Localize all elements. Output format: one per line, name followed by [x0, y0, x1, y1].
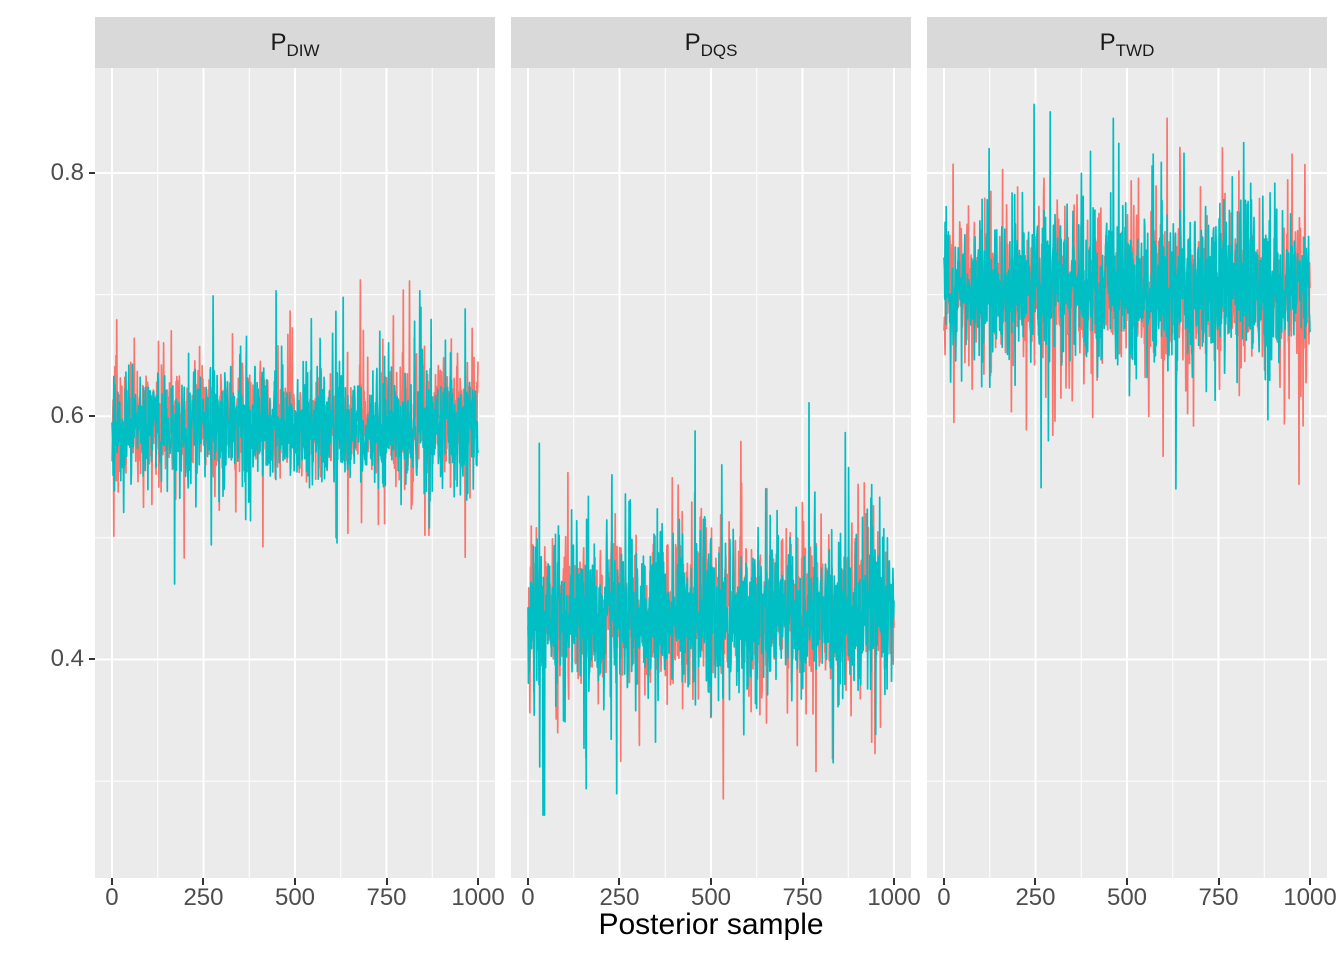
x-tick-label-0: 0	[937, 884, 951, 911]
x-tick-mark	[618, 878, 621, 885]
facet-panel-pdqs	[511, 68, 911, 878]
y-tick-mark	[89, 415, 95, 418]
trace-chain-2-dqs	[527, 401, 895, 816]
x-tick-mark	[477, 878, 480, 885]
facet-strip-label: PDIW	[270, 28, 320, 60]
trace-chart-pdiw	[95, 68, 495, 878]
facet-strip-pdqs: PDQS	[511, 17, 911, 68]
x-tick-label-0: 0	[521, 884, 535, 911]
x-tick-label-0: 0	[105, 884, 119, 911]
trace-chart-pdqs	[511, 68, 911, 878]
x-tick-label-750: 750	[1198, 884, 1239, 911]
x-tick-label-1000: 1000	[451, 884, 505, 911]
x-tick-label-750: 750	[782, 884, 823, 911]
trace-chart-ptwd	[927, 68, 1327, 878]
facet-panel-ptwd	[927, 68, 1327, 878]
x-tick-label-750: 750	[366, 884, 407, 911]
facet-strip-label: PTWD	[1099, 28, 1155, 60]
x-tick-label-500: 500	[1106, 884, 1148, 911]
x-tick-mark	[1034, 878, 1037, 885]
y-tick-mark	[89, 658, 95, 661]
x-tick-mark	[1126, 878, 1128, 885]
x-tick-label-250: 250	[599, 884, 640, 911]
x-axis-title: Posterior sample	[598, 908, 824, 941]
x-tick-mark	[385, 878, 388, 885]
x-tick-label-1000: 1000	[867, 884, 921, 911]
y-tick-label-0.6: 0.6	[50, 402, 84, 430]
facet-panel-pdiw	[95, 68, 495, 878]
trace-chain-2-diw	[111, 290, 479, 585]
x-tick-mark	[942, 878, 945, 885]
x-tick-mark	[1309, 878, 1312, 885]
x-tick-mark	[801, 878, 804, 885]
y-tick-label-0.4: 0.4	[50, 645, 84, 673]
y-tick-label-0.8: 0.8	[50, 158, 84, 186]
x-tick-label-1000: 1000	[1283, 884, 1337, 911]
x-tick-label-250: 250	[1015, 884, 1056, 911]
y-tick-mark	[89, 171, 95, 174]
facet-strip-label: PDQS	[684, 28, 738, 60]
x-tick-label-500: 500	[274, 884, 316, 911]
x-tick-mark	[1217, 878, 1220, 885]
x-tick-mark	[294, 878, 296, 885]
x-tick-label-500: 500	[690, 884, 732, 911]
x-tick-mark	[893, 878, 896, 885]
facet-strip-ptwd: PTWD	[927, 17, 1327, 68]
x-tick-mark	[202, 878, 205, 885]
trace-chain-2-twd	[943, 103, 1311, 490]
x-tick-mark	[526, 878, 529, 885]
facet-strip-pdiw: PDIW	[95, 17, 495, 68]
x-tick-label-250: 250	[183, 884, 224, 911]
x-tick-mark	[710, 878, 712, 885]
x-tick-mark	[110, 878, 113, 885]
